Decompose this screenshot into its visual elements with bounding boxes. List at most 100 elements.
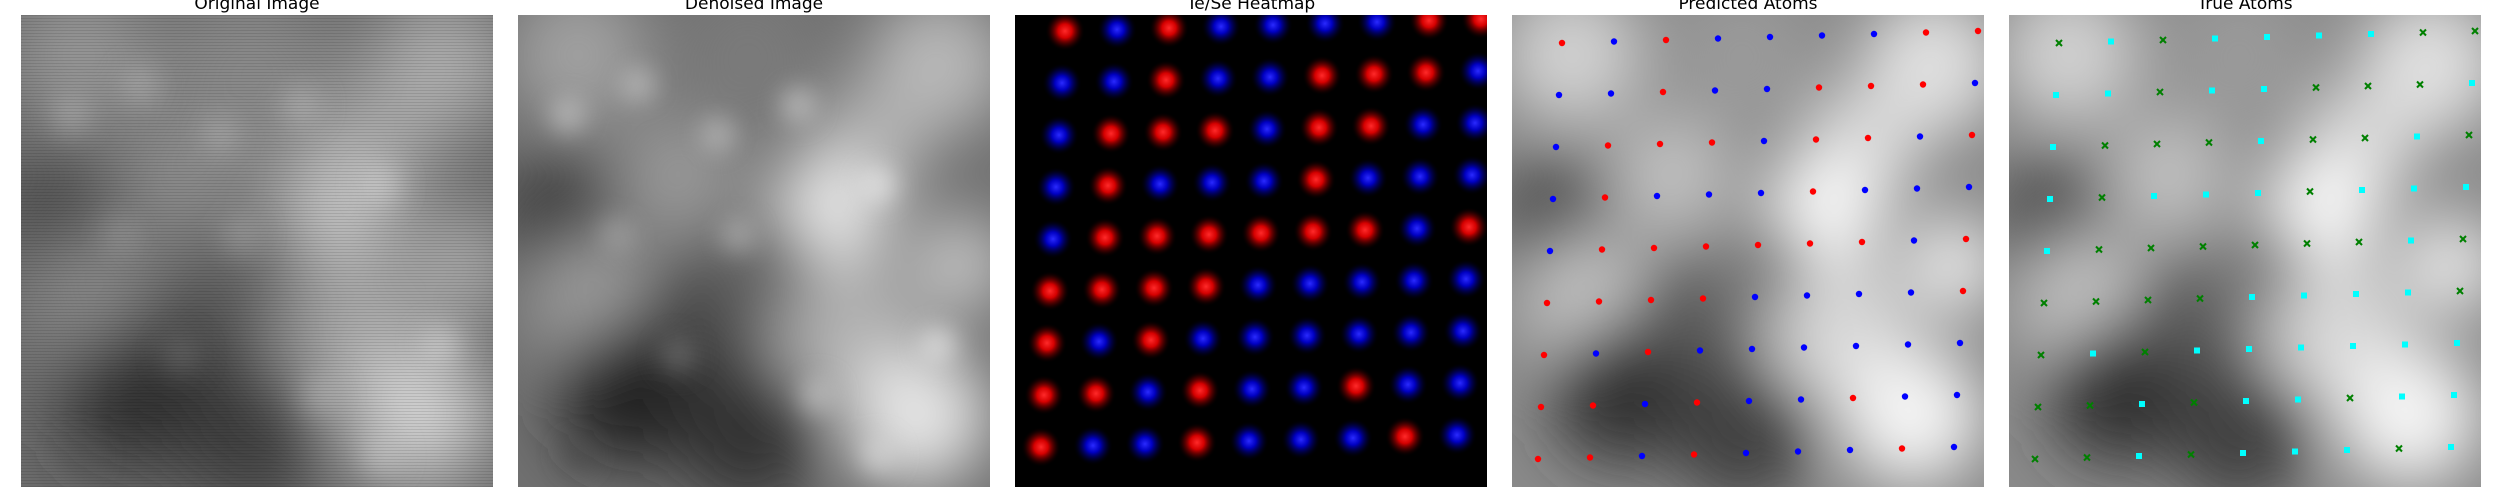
- predicted-se-atom: [1818, 32, 1826, 39]
- true-se-atom: [2469, 80, 2475, 86]
- predicted-se-atom: [1745, 397, 1753, 405]
- true-se-atom: [2350, 343, 2356, 349]
- true-se-atom: [2139, 401, 2145, 407]
- te-heat-spot: [1354, 54, 1394, 94]
- true-se-atom: [2050, 144, 2056, 150]
- original-image-canvas: [21, 15, 493, 487]
- predicted-se-atom: [1916, 133, 1924, 140]
- true-te-atom: [2196, 294, 2204, 303]
- se-heat-spot: [1348, 158, 1388, 198]
- se-heat-spot: [1073, 425, 1113, 466]
- predicted-se-atom: [1855, 290, 1863, 298]
- true-se-atom: [2454, 340, 2460, 346]
- true-te-atom: [2471, 27, 2479, 35]
- true-se-atom: [2105, 90, 2111, 97]
- se-heat-spot: [1400, 156, 1440, 197]
- te-heat-spot: [1461, 15, 1487, 39]
- true-se-atom: [2258, 138, 2264, 144]
- true-te-atom: [2159, 36, 2167, 44]
- true-se-atom: [2044, 248, 2050, 254]
- true-te-atom: [2346, 394, 2354, 402]
- predicted-se-atom: [1742, 449, 1750, 457]
- se-heat-spot: [1125, 424, 1165, 464]
- predicted-se-atom: [1904, 341, 1912, 348]
- true-atoms-panel: True Atoms: [2009, 0, 2481, 500]
- true-atoms-plot: [2009, 15, 2481, 487]
- predicted-se-atom: [1763, 85, 1771, 93]
- true-se-atom: [2316, 32, 2322, 39]
- se-heat-spot: [1388, 364, 1428, 405]
- predicted-se-atom: [1751, 293, 1759, 301]
- se-heat-spot: [1305, 15, 1345, 44]
- predicted-se-atom: [1653, 192, 1661, 200]
- predicted-se-atom: [1852, 342, 1860, 350]
- true-se-atom: [2194, 347, 2200, 354]
- te-heat-spot: [1351, 106, 1391, 146]
- te-heat-spot: [1293, 211, 1333, 252]
- se-heat-spot: [1201, 15, 1241, 47]
- denoised-texture: [550, 67, 956, 473]
- predicted-te-atom: [1543, 299, 1551, 307]
- true-se-atom: [2292, 448, 2298, 455]
- te-heat-spot: [1082, 269, 1122, 310]
- se-heat-spot: [1443, 311, 1483, 351]
- se-heat-spot: [1094, 61, 1134, 102]
- true-se-atom: [2249, 294, 2255, 300]
- predicted-te-atom: [1708, 139, 1716, 146]
- predicted-te-atom: [1898, 445, 1906, 452]
- predicted-te-atom: [1809, 188, 1817, 195]
- se-heat-spot: [1437, 415, 1477, 455]
- true-se-atom: [2090, 350, 2096, 357]
- true-se-atom: [2264, 34, 2270, 40]
- true-te-atom: [2303, 239, 2311, 248]
- predicted-te-atom: [1864, 134, 1872, 142]
- original-image-plot: [21, 15, 493, 487]
- te-heat-spot: [1299, 107, 1339, 148]
- se-heat-spot: [1042, 63, 1082, 103]
- true-se-atom: [2295, 396, 2301, 403]
- predicted-te-atom: [1650, 244, 1658, 252]
- true-te-atom: [2251, 241, 2259, 249]
- predicted-se-atom: [1800, 344, 1808, 351]
- te-heat-spot: [1385, 416, 1425, 457]
- true-se-atom: [2151, 193, 2157, 199]
- predicted-te-atom: [1644, 348, 1652, 356]
- true-te-atom: [2156, 88, 2164, 96]
- true-te-atom: [2395, 444, 2403, 453]
- te-heat-spot: [1146, 60, 1186, 100]
- denoised-image-panel: Denoised Image: [518, 0, 990, 500]
- true-se-atom: [2448, 444, 2454, 450]
- predicted-se-atom: [1549, 195, 1557, 203]
- predicted-te-atom: [1659, 88, 1667, 96]
- predicted-se-atom: [1552, 143, 1560, 151]
- predicted-se-atom: [1965, 183, 1973, 191]
- true-te-atom: [2144, 296, 2152, 304]
- predicted-se-atom: [1714, 35, 1722, 42]
- predicted-te-atom: [1540, 351, 1548, 359]
- te-heat-spot: [1085, 217, 1125, 258]
- true-atoms-title: True Atoms: [2197, 0, 2293, 14]
- true-te-atom: [2364, 82, 2372, 90]
- se-heat-spot: [1333, 418, 1373, 458]
- se-heat-spot: [1128, 372, 1168, 412]
- te-heat-spot: [1143, 112, 1183, 152]
- predicted-te-atom: [1601, 194, 1609, 201]
- te-heat-spot: [1030, 271, 1070, 311]
- true-se-atom: [2402, 341, 2408, 348]
- true-se-atom: [2298, 344, 2304, 351]
- predicted-te-atom: [1974, 27, 1982, 35]
- te-heat-spot: [1024, 375, 1064, 415]
- denoised-image-canvas: [518, 15, 990, 487]
- se-heat-spot: [1250, 57, 1290, 97]
- te-heat-spot: [1149, 15, 1189, 48]
- predicted-te-atom: [1534, 455, 1542, 463]
- true-se-atom: [2353, 291, 2359, 297]
- predicted-se-atom: [1760, 137, 1768, 145]
- se-heat-spot: [1397, 208, 1437, 249]
- predicted-se-atom: [1803, 292, 1811, 299]
- predicted-background: [1512, 15, 1984, 487]
- se-heat-spot: [1452, 155, 1487, 195]
- se-heat-spot: [1198, 58, 1238, 99]
- predicted-se-atom: [1797, 396, 1805, 403]
- predicted-atoms-panel: Predicted Atoms: [1512, 0, 1984, 500]
